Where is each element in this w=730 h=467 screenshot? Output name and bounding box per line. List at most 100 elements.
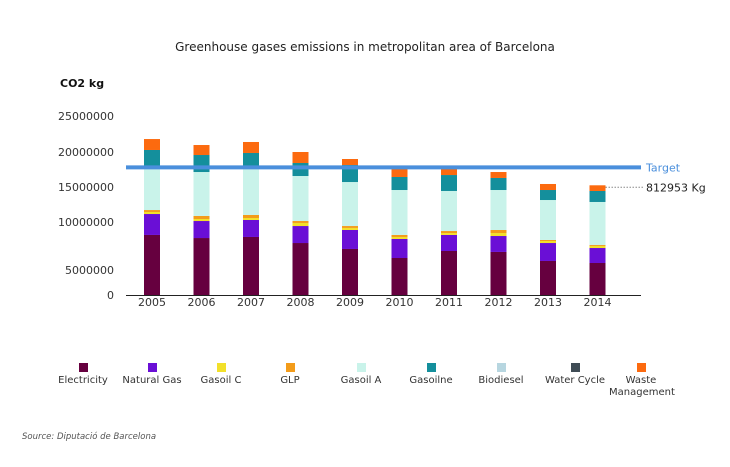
bar-stack [342,159,358,295]
bar-stack [540,183,556,295]
legend-label: Waste Management [609,375,675,398]
bar-segment-gasoilne [243,152,259,169]
annotations: Target 812953 Kg [126,161,706,194]
bar-segment-glp [589,245,606,246]
legend-label: Gasoil A [340,375,382,386]
bar-segment-gasoilne [441,175,457,191]
bar-segment-glp [540,239,556,242]
bar-segment-gasoilne [292,162,309,177]
legend: Electricity Natural Gas Gasoil C GLP Gasoil … [0,363,730,403]
x-tick-label: 2009 [336,296,364,309]
y-tick-label: 25000000 [58,110,114,123]
bar-segment-gasoil-c [243,218,259,220]
x-tick-label: 2014 [584,296,612,309]
bar-segment-gasoilne [589,190,606,202]
legend-swatch [285,363,295,372]
bar-segment-waste-management [292,152,309,163]
bar-segment-glp [342,226,358,228]
bar-stack [391,168,408,295]
legend-label: Biodiesel [478,375,524,386]
bar-segment-electricity [193,238,210,295]
x-tick-label: 2005 [138,296,166,309]
bar-segment-gasoil-c [540,241,556,244]
chart-plot: 0 5000000 10000000 15000000 20000000 25000000… [58,110,706,309]
x-tick-label: 2006 [188,296,216,309]
bar-segment-waste-management [441,168,457,176]
bars [144,139,606,295]
chart-title: Greenhouse gases emissions in metropolit… [175,40,555,54]
bar-segment-electricity [292,243,309,295]
bar-segment-waste-management [144,139,160,150]
legend-label: Natural Gas [122,375,182,386]
legend-swatch [216,363,226,372]
bar-segment-gasoil-a [391,190,408,235]
bar-segment-gasoil-a [490,190,507,230]
bar-segment-gasoil-c [589,246,606,249]
bar-segment-gasoilne [391,176,408,191]
bar-segment-waste-management [540,183,556,191]
y-tick-label: 10000000 [58,216,114,229]
bar-segment-gasoilne [540,190,556,201]
bar-segment-waste-management [391,168,408,177]
bar-segment-gasoil-a [292,176,309,222]
bar-segment-glp [243,215,259,219]
x-tick-label: 2007 [237,296,265,309]
x-tick-label: 2012 [485,296,513,309]
bar-segment-gasoil-a [589,201,606,246]
legend-label: Gasoilne [409,375,453,386]
bar-stack [243,141,259,295]
legend-swatch [636,363,646,372]
y-axis-ticks: 0 5000000 10000000 15000000 20000000 25000000 [58,110,114,302]
bar-segment-waste-management [243,141,259,153]
legend-swatch [147,363,157,372]
bar-segment-waste-management [342,159,358,166]
bar-segment-waste-management [193,145,210,156]
legend-item: Water Cycle [530,363,620,387]
bar-stack [292,152,309,295]
bar-segment-gasoil-a [243,168,259,215]
bar-segment-gasoilne [490,177,507,191]
bar-segment-natural-gas [193,221,210,239]
y-tick-label: 20000000 [58,146,114,159]
bar-segment-gasoil-a [342,182,358,227]
legend-item: GLP [245,363,335,387]
legend-swatch [356,363,366,372]
x-tick-label: 2011 [435,296,463,309]
y-tick-label: 5000000 [65,264,114,277]
bar-stack [490,172,507,295]
bar-segment-natural-gas [391,238,408,258]
bar-segment-glp [292,221,309,223]
legend-label: GLP [280,375,300,386]
bar-segment-natural-gas [292,226,309,244]
bar-segment-natural-gas [342,229,358,249]
source-note: Source: Diputació de Barcelona [22,432,157,442]
bar-segment-natural-gas [243,219,259,237]
bar-stack [589,185,606,295]
bar-segment-electricity [490,251,507,295]
y-tick-label: 15000000 [58,181,114,194]
bar-segment-gasoil-c [342,227,358,230]
bar-segment-natural-gas [589,248,606,263]
bar-segment-gasoil-c [193,218,210,222]
legend-item: Natural Gas [107,363,197,387]
legend-item: Gasoil A [316,363,406,387]
legend-label: Water Cycle [544,375,606,386]
y-axis-label: CO2 kg [60,77,105,90]
bar-segment-natural-gas [490,236,507,252]
legend-item: Electricity [38,363,128,387]
bar-segment-natural-gas [441,234,457,251]
legend-swatch [496,363,506,372]
bar-stack [441,168,457,295]
bar-segment-glp [193,215,210,219]
legend-label: Gasoil C [200,375,242,386]
legend-item: Gasoil C [176,363,266,387]
bar-segment-electricity [144,234,160,295]
x-tick-label: 2010 [386,296,414,309]
annotation-label: 812953 Kg [646,181,706,194]
bar-segment-waste-management [490,172,507,178]
bar-segment-gasoilne [144,149,160,166]
x-tick-label: 2008 [287,296,315,309]
legend-label: Electricity [58,375,108,386]
y-tick-label: 0 [107,289,114,302]
legend-item: Waste Management [596,363,686,399]
